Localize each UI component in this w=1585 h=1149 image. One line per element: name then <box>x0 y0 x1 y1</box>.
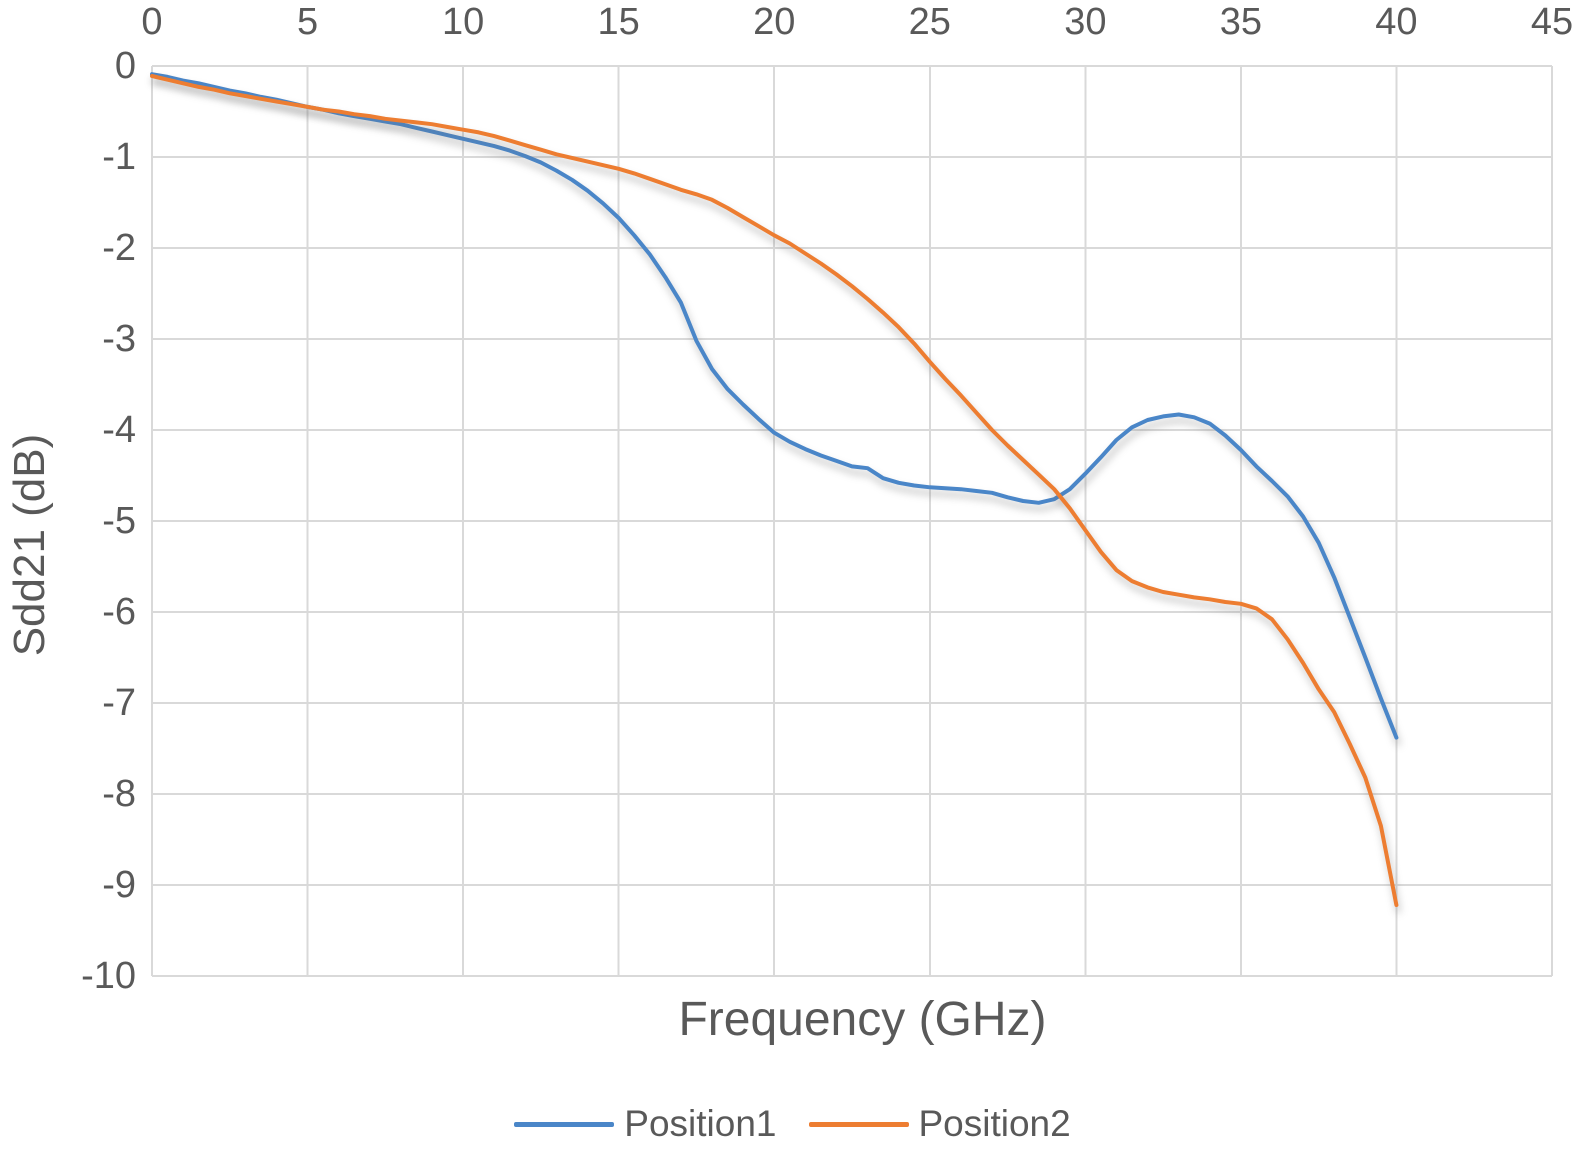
x-tick-label: 40 <box>1375 1 1418 43</box>
x-tick-label: 45 <box>1530 1 1574 43</box>
legend-label: Position1 <box>624 1103 777 1144</box>
legend-swatch-icon <box>514 1121 615 1127</box>
x-tick-label: 25 <box>908 1 951 43</box>
x-tick-label: 10 <box>441 1 485 43</box>
y-tick-label: -4 <box>102 409 136 451</box>
y-tick-label: -3 <box>102 318 136 360</box>
y-tick-label: -9 <box>102 864 136 906</box>
x-axis-title: Frequency (GHz) <box>678 993 1047 1046</box>
y-tick-label: -5 <box>102 500 136 542</box>
x-tick-label: 0 <box>141 1 163 43</box>
y-tick-label: -7 <box>102 682 136 724</box>
x-tick-label: 35 <box>1219 1 1263 43</box>
series-line-position1 <box>150 72 1399 740</box>
y-tick-label: -6 <box>102 591 136 633</box>
legend-label: Position2 <box>918 1103 1071 1144</box>
x-tick-label: 5 <box>296 1 319 43</box>
x-tick-label: 20 <box>753 1 796 43</box>
y-tick-label: -8 <box>102 773 136 815</box>
y-tick-label: 0 <box>114 45 136 87</box>
y-tick-label: -2 <box>102 227 136 269</box>
x-tick-label: 15 <box>597 1 640 43</box>
y-axis-title: Sdd21 (dB) <box>5 433 54 657</box>
legend-item-position1: Position1 <box>514 1100 777 1148</box>
legend-item-position2: Position2 <box>808 1100 1071 1148</box>
legend-swatch-icon <box>808 1121 909 1127</box>
y-tick-label: -10 <box>81 955 136 997</box>
y-tick-label: -1 <box>102 136 136 178</box>
x-tick-label: 30 <box>1064 1 1107 43</box>
legend: Position1 Position2 <box>0 1100 1585 1148</box>
series-line-position2 <box>150 74 1399 907</box>
gridlines <box>151 65 1553 977</box>
